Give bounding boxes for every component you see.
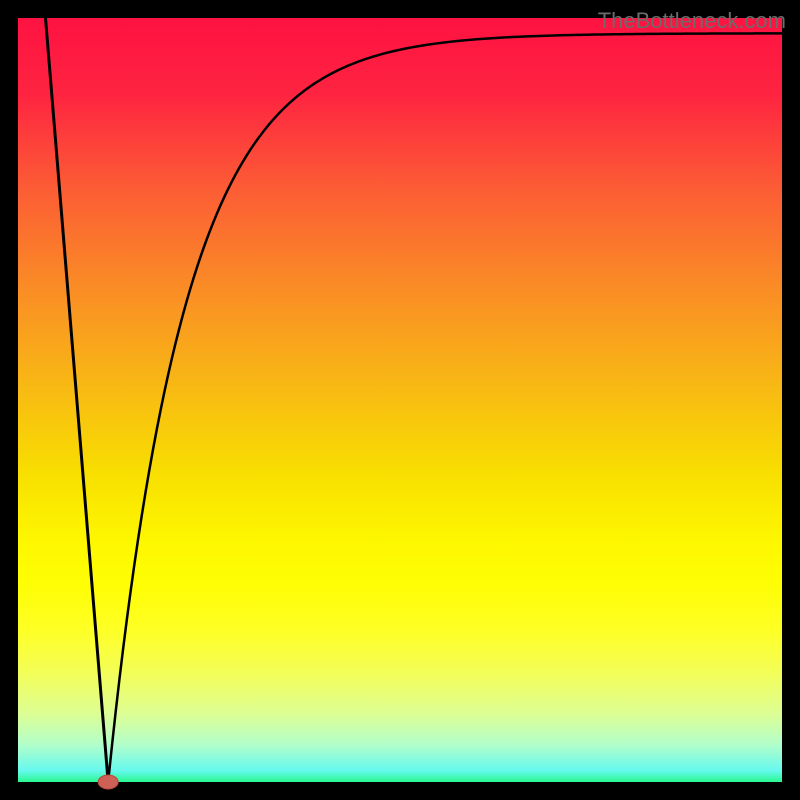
minimum-marker xyxy=(98,775,118,789)
chart-background xyxy=(18,18,782,782)
chart-svg xyxy=(0,0,800,800)
bottleneck-chart: TheBottleneck.com xyxy=(0,0,800,800)
